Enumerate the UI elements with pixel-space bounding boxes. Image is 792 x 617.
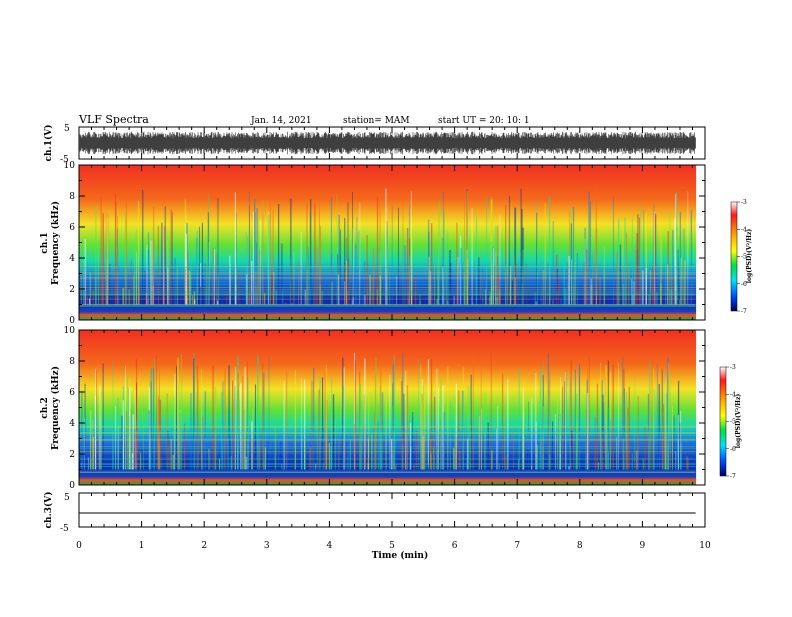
ch1-colorbar <box>730 201 738 312</box>
y-tick-label: 10 <box>64 326 76 336</box>
x-tick-label: 6 <box>452 541 458 551</box>
ch3-waveform-xticks <box>78 493 706 527</box>
x-tick-label: 0 <box>76 541 82 551</box>
ch1-spectrogram-ylabel-frequency: Frequency (kHz) <box>50 201 61 285</box>
x-tick-label: 3 <box>264 541 270 551</box>
panel-ch3-waveform: 5 -5 ch.3(V) <box>43 492 706 534</box>
x-tick-label: 8 <box>577 541 583 551</box>
colorbar-tick-label: -6 <box>741 281 747 288</box>
x-tick-label: 7 <box>514 541 520 551</box>
figure-title: VLF Spectra <box>78 113 149 126</box>
x-axis-tick-labels: 0 1 2 3 4 5 6 7 8 9 10 <box>76 541 711 551</box>
x-tick-label: 2 <box>201 541 207 551</box>
colorbar-tick-label: -7 <box>730 473 736 480</box>
ch1-colorbar-label: log(PSD)(V²/Hz) <box>746 229 753 284</box>
ch2-colorbar-ticks: -3 -4 -5 -6 -7 <box>726 364 736 480</box>
ch1-spectrogram-ylabel-channel: ch.1 <box>40 232 50 253</box>
header-start-ut: start UT = 20: 10: 1 <box>438 116 530 126</box>
spectrogram-fill <box>79 330 697 485</box>
colorbar-tick-label: -5 <box>741 254 747 261</box>
y-tick-label: 0 <box>69 481 75 491</box>
ch1-spectrogram-xticks <box>78 165 706 320</box>
y-tick-label: 0 <box>69 316 75 326</box>
x-tick-label: 4 <box>327 541 333 551</box>
x-tick-label: 1 <box>139 541 145 551</box>
ch1-ytick-top: 5 <box>64 124 70 134</box>
ch1-ytick-bottom: -5 <box>60 155 69 165</box>
ch2-spectrogram-image <box>79 330 697 485</box>
ch1-spectrogram-yticks: 0 2 4 6 8 10 <box>64 161 705 326</box>
x-tick-label: 5 <box>389 541 395 551</box>
colorbar-tick-label: -4 <box>730 391 736 398</box>
ch1-spectrogram-image <box>79 165 697 320</box>
ch1-waveform-trace <box>79 131 696 155</box>
ch1-waveform-path <box>79 131 696 155</box>
ch3-ytick-bottom: -5 <box>60 524 69 534</box>
y-tick-label: 8 <box>69 192 75 202</box>
y-tick-label: 6 <box>69 388 75 398</box>
y-tick-label: 8 <box>69 357 75 367</box>
ch2-colorbar <box>719 366 727 477</box>
colorbar-tick-label: -5 <box>730 419 736 426</box>
ch2-spectrogram-yticks: 0 2 4 6 8 10 <box>64 326 705 491</box>
ch3-ytick-top: 5 <box>64 493 70 503</box>
y-tick-label: 6 <box>69 223 75 233</box>
ch2-spectrogram-xticks <box>78 330 706 485</box>
y-tick-label: 4 <box>69 419 75 429</box>
y-tick-label: 4 <box>69 254 75 264</box>
y-tick-label: 10 <box>64 161 76 171</box>
ch1-colorbar-ticks: -3 -4 -5 -6 -7 <box>737 199 747 315</box>
ch2-colorbar-label: log(PSD)(V²/Hz) <box>735 394 742 449</box>
colorbar-tick-label: -7 <box>741 308 747 315</box>
ch3-waveform-ylabel: ch.3(V) <box>43 492 54 529</box>
ch1-waveform-ylabel: ch.1(V) <box>43 125 54 162</box>
header-date: Jan. 14, 2021 <box>250 116 312 126</box>
x-tick-label: 9 <box>640 541 646 551</box>
y-tick-label: 2 <box>69 285 75 295</box>
colorbar-tick-label: -6 <box>730 446 736 453</box>
header-station: station= MAM <box>343 116 410 126</box>
x-axis-label: Time (min) <box>372 550 429 561</box>
y-tick-label: 2 <box>69 450 75 460</box>
colorbar-tick-label: -4 <box>741 226 747 233</box>
ch2-spectrogram-ylabel-channel: ch.2 <box>40 397 50 418</box>
ch1-waveform-xticks <box>78 127 706 159</box>
colorbar-tick-label: -3 <box>730 364 736 371</box>
x-tick-label: 10 <box>699 541 711 551</box>
panel-ch1-waveform: 5 -5 ch.1(V) <box>43 124 706 165</box>
colorbar-tick-label: -3 <box>741 199 747 206</box>
ch2-spectrogram-ylabel-frequency: Frequency (kHz) <box>50 366 61 450</box>
